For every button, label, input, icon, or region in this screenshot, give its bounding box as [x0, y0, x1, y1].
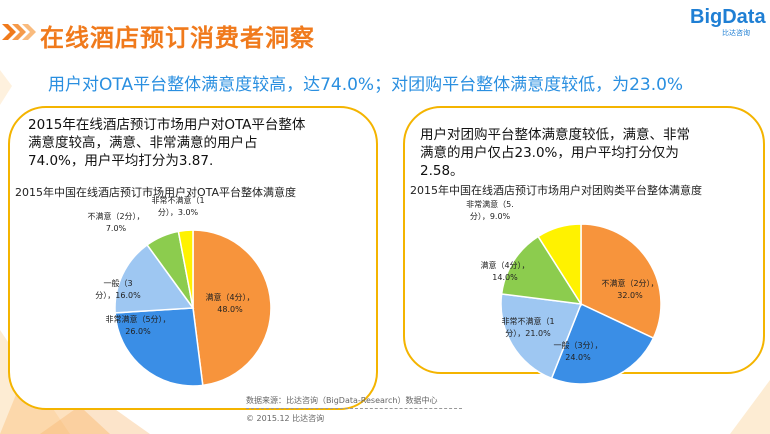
groupbuy-chart-title: 2015年中国在线酒店预订市场用户对团购类平台整体满意度	[410, 184, 702, 197]
pie-slice-label: 非常满意（5.分），9.0%	[466, 199, 514, 221]
data-source-note: 数据来源：比达咨询（BigData-Research）数据中心	[246, 396, 438, 405]
pie-slice	[114, 307, 204, 387]
pie-slice-label: 不满意（2分）， 32.0%	[601, 278, 658, 300]
pie-slice	[550, 302, 655, 385]
desc-line: 2015年在线酒店预订市场用户对OTA平台整体	[28, 117, 306, 133]
ota-chart-title: 2015年中国在线酒店预订市场用户对OTA平台整体满意度	[15, 186, 297, 199]
pie-slice-label: 非常满意（5分）， 26.0%	[105, 314, 170, 336]
logo-subtext: 比达咨询	[722, 29, 750, 37]
pie-slice-label: 不满意（2分）， 7.0%	[87, 211, 144, 233]
pie-slice	[580, 223, 662, 340]
desc-line: 74.0%，用户平均打分为3.87.	[28, 153, 214, 169]
desc-line: 满意度较高，满意、非常满意的用户占	[28, 135, 258, 151]
copyright-note: © 2015.12 比达咨询	[246, 414, 325, 423]
pie-slice	[537, 223, 582, 307]
desc-line: 满意的用户仅占23.0%，用户平均打分仅为	[420, 145, 679, 161]
pie-slice-label: 一般（3分）， 24.0%	[553, 340, 602, 362]
pie-slice	[500, 293, 583, 380]
chevron-arrows-icon	[2, 24, 36, 40]
pie-slice-label: 满意（4分）， 14.0%	[480, 260, 529, 282]
page-subtitle: 用户对OTA平台整体满意度较高，达74.0%；对团购平台整体满意度较低，为23.…	[48, 75, 684, 95]
pie-slice-label: 非常不满意（1 分），3.0%	[151, 195, 204, 217]
ota-description: 2015年在线酒店预订市场用户对OTA平台整体 满意度较高，满意、非常满意的用户…	[28, 116, 358, 170]
desc-line: 2.58。	[420, 163, 464, 179]
groupbuy-description: 用户对团购平台整体满意度较低，满意、非常 满意的用户仅占23.0%，用户平均打分…	[420, 126, 740, 180]
bigdata-logo: BigData 比达咨询	[690, 6, 766, 40]
desc-line: 用户对团购平台整体满意度较低，满意、非常	[420, 127, 690, 143]
logo-text: BigData	[690, 6, 766, 28]
pie-slice	[114, 243, 195, 314]
pie-slice-label: 一般（3 分），16.0%	[95, 278, 141, 300]
footer-divider	[246, 408, 462, 409]
pie-slice	[192, 229, 272, 387]
pie-slice-label: 非常不满意（1 分），21.0%	[501, 316, 554, 338]
pie-slice	[500, 235, 583, 305]
pie-slice	[177, 229, 194, 309]
page-title: 在线酒店预订消费者洞察	[40, 24, 315, 52]
pie-slice-label: 满意（4分）， 48.0%	[205, 292, 254, 314]
